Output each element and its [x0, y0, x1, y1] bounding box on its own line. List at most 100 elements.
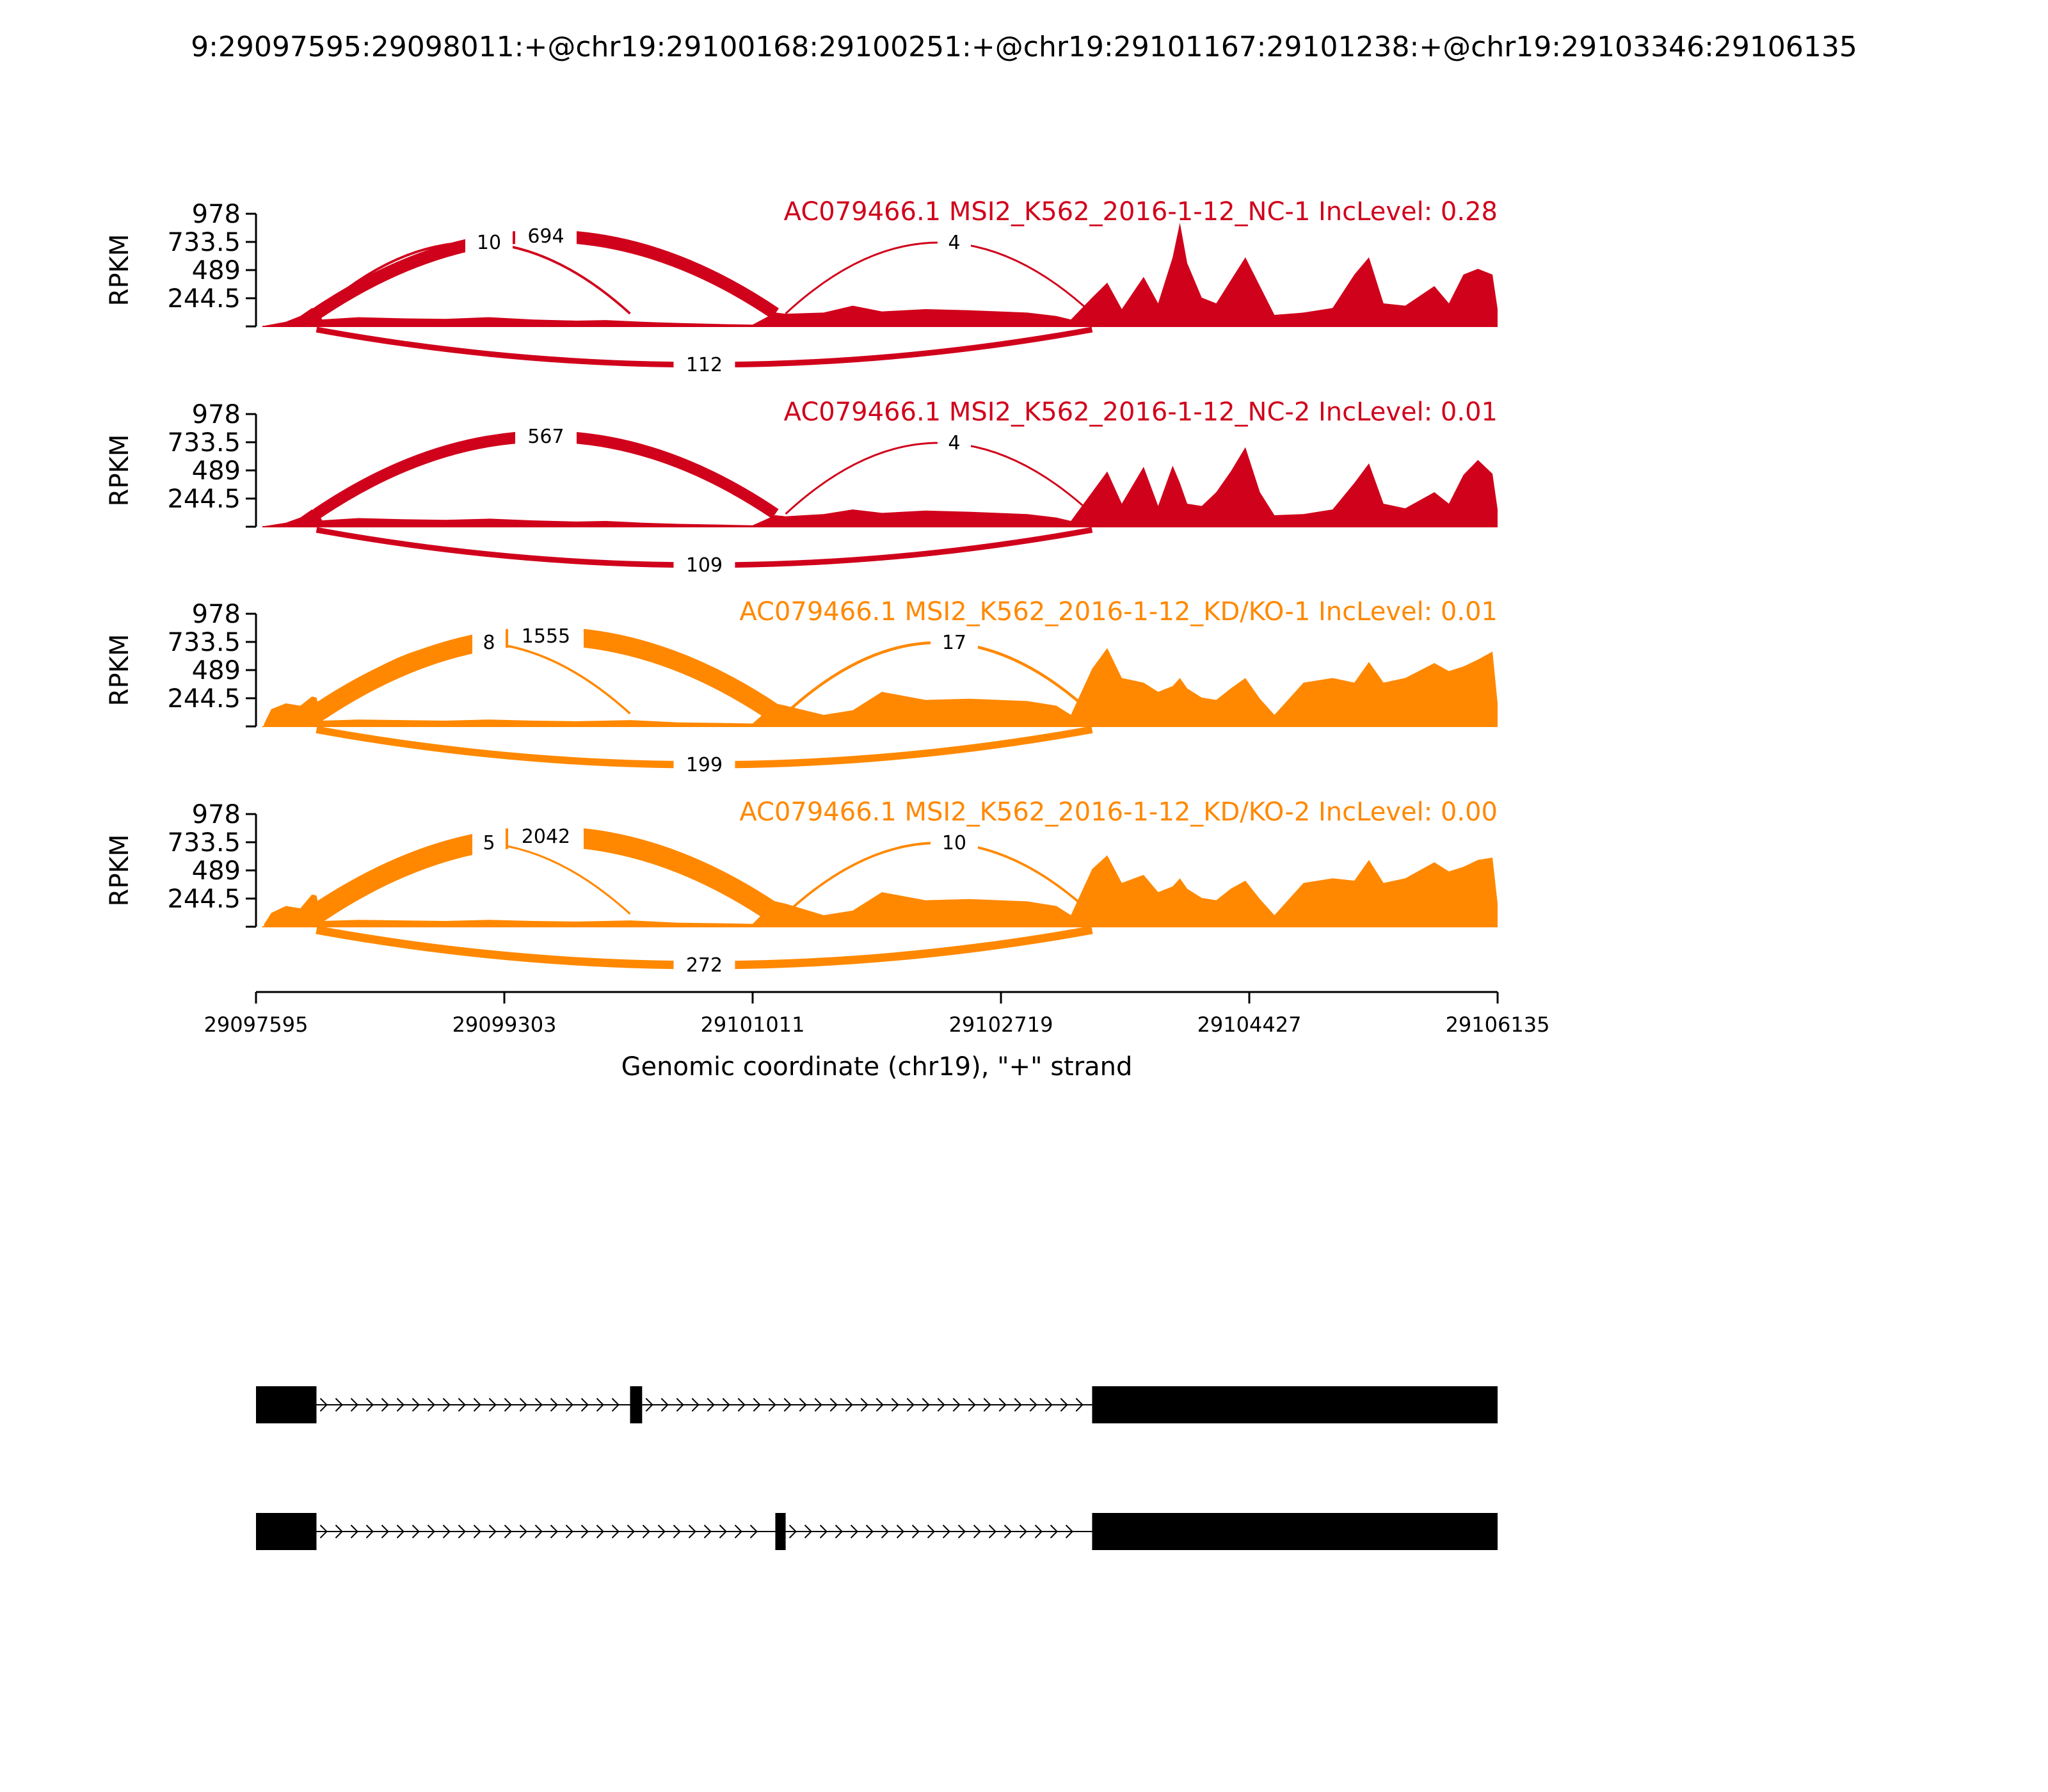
y-tick-label: 733.5: [167, 628, 241, 657]
isoform-1: [256, 1386, 1498, 1423]
figure-title: 9:29097595:29098011:+@chr19:29100168:291…: [191, 31, 1857, 63]
coverage-area: [264, 648, 1498, 726]
strand-arrow: [645, 1398, 653, 1412]
strand-arrow: [722, 1398, 730, 1412]
strand-arrow: [788, 1524, 797, 1539]
strand-arrow: [642, 1524, 650, 1539]
strand-arrow: [580, 1524, 589, 1539]
strand-arrow: [381, 1524, 389, 1539]
track-title: AC079466.1 MSI2_K562_2016-1-12_KD/KO-1 I…: [739, 597, 1498, 627]
junction-count: 199: [686, 754, 723, 776]
coverage-area: [264, 447, 1498, 527]
junction-count: 2042: [522, 826, 570, 848]
strand-arrow: [580, 1398, 589, 1412]
x-tick-label: 29104427: [1197, 1012, 1302, 1037]
strand-arrow: [381, 1398, 389, 1412]
junction-label-bg: [465, 228, 513, 257]
strand-arrow: [737, 1398, 746, 1412]
junction-count: 4: [948, 432, 960, 454]
exon-block: [1092, 1386, 1498, 1423]
junction-count: 109: [686, 554, 723, 577]
strand-arrow: [365, 1524, 374, 1539]
y-axis-label: RPKM: [105, 634, 134, 707]
strand-arrow: [1004, 1524, 1012, 1539]
junction-label-bg: [515, 222, 577, 250]
strand-arrow: [691, 1398, 700, 1412]
junction-count: 112: [686, 354, 723, 376]
strand-arrow: [707, 1398, 715, 1412]
strand-arrow: [627, 1524, 635, 1539]
strand-arrow: [676, 1398, 684, 1412]
strand-arrow: [673, 1524, 681, 1539]
strand-arrow: [335, 1398, 343, 1412]
strand-arrow: [703, 1524, 712, 1539]
strand-arrow: [952, 1398, 961, 1412]
junction-label-bg: [937, 228, 971, 257]
junction-label-bg: [937, 429, 971, 457]
strand-arrow: [519, 1524, 527, 1539]
y-tick-label: 489: [192, 856, 241, 886]
strand-arrow: [442, 1398, 451, 1412]
junction-count: 1555: [522, 625, 570, 648]
strand-arrow: [719, 1524, 727, 1539]
y-tick-label: 733.5: [167, 228, 241, 257]
y-tick-label: 978: [192, 800, 241, 829]
strand-arrow: [365, 1398, 374, 1412]
junction-label-bg: [673, 551, 735, 579]
strand-arrow: [660, 1398, 669, 1412]
strand-arrow: [768, 1398, 776, 1412]
isoform-2: [256, 1513, 1498, 1550]
x-tick-label: 29106135: [1446, 1012, 1550, 1037]
y-tick-label: 978: [192, 600, 241, 629]
strand-arrow: [973, 1524, 981, 1539]
strand-arrow: [814, 1398, 822, 1412]
strand-arrow: [804, 1524, 812, 1539]
strand-arrow: [488, 1398, 497, 1412]
strand-arrow: [799, 1398, 807, 1412]
strand-arrow: [335, 1524, 343, 1539]
junction-count: 10: [477, 232, 501, 254]
exon-block: [1092, 1513, 1498, 1550]
y-axis-label: RPKM: [105, 835, 134, 907]
x-tick-label: 29101011: [701, 1012, 805, 1037]
y-tick-label: 978: [192, 200, 241, 229]
y-tick-label: 244.5: [167, 684, 241, 714]
strand-arrow: [881, 1524, 889, 1539]
strand-arrow: [896, 1524, 904, 1539]
strand-arrow: [319, 1524, 328, 1539]
y-axis-label: RPKM: [105, 435, 134, 507]
coverage-area: [264, 223, 1498, 326]
exon-block: [630, 1386, 643, 1423]
junction-count: 5: [483, 832, 495, 854]
strand-arrow: [458, 1398, 466, 1412]
strand-arrow: [865, 1524, 874, 1539]
strand-arrow: [876, 1398, 884, 1412]
junction-label-bg: [673, 951, 735, 979]
y-tick-label: 489: [192, 456, 241, 486]
junction-label-bg: [930, 829, 978, 857]
y-tick-label: 489: [192, 256, 241, 285]
strand-arrow: [906, 1398, 915, 1412]
coverage-area: [264, 855, 1498, 927]
strand-arrow: [1019, 1524, 1027, 1539]
strand-arrow: [1075, 1398, 1084, 1412]
strand-arrow: [396, 1524, 404, 1539]
junction-label-bg: [930, 628, 978, 657]
junction-label-bg: [673, 351, 735, 379]
y-tick-label: 733.5: [167, 828, 241, 858]
strand-arrow: [1050, 1524, 1058, 1539]
junction-label-bg: [472, 829, 506, 857]
strand-arrow: [596, 1398, 604, 1412]
strand-arrow: [442, 1524, 451, 1539]
strand-arrow: [611, 1398, 620, 1412]
y-axis-label: RPKM: [105, 234, 134, 307]
x-axis: 29097595 29099303 29101011 29102719 29104427…: [204, 991, 1550, 1037]
gene-model: [256, 1386, 1498, 1550]
strand-arrow: [565, 1524, 573, 1539]
strand-arrow: [458, 1524, 466, 1539]
strand-arrow: [957, 1524, 966, 1539]
strand-arrow: [850, 1524, 858, 1539]
